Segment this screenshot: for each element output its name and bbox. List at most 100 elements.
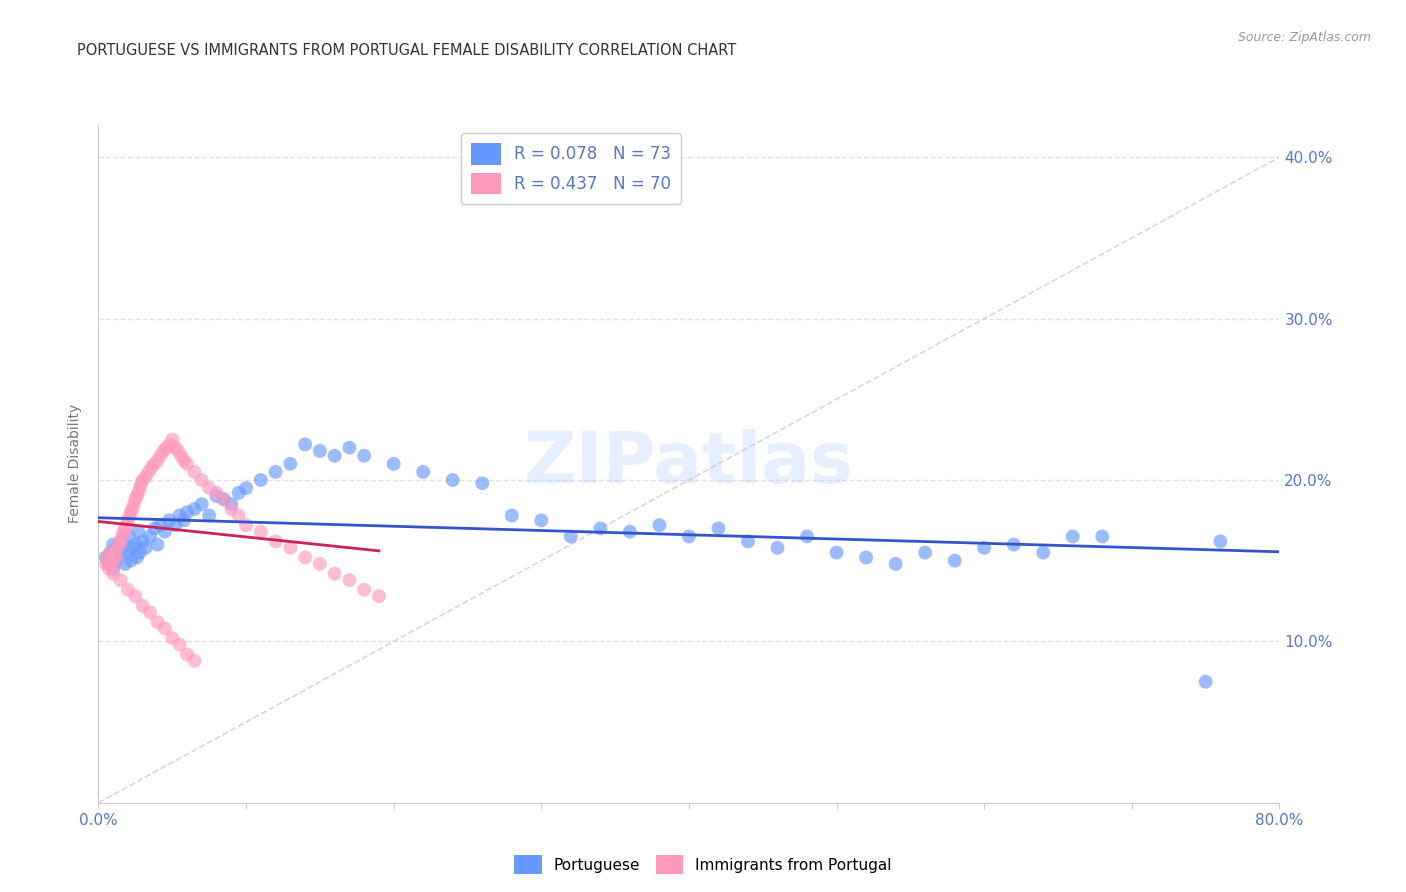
- Point: [146, 537, 169, 551]
- Point: [501, 508, 523, 523]
- Point: [228, 508, 250, 523]
- Point: [127, 486, 149, 500]
- Point: [766, 541, 789, 555]
- Legend: R = 0.078   N = 73, R = 0.437   N = 70: R = 0.078 N = 73, R = 0.437 N = 70: [461, 133, 682, 204]
- Point: [219, 502, 242, 516]
- Point: [219, 497, 242, 511]
- Point: [264, 534, 287, 549]
- Point: [471, 476, 494, 491]
- Point: [155, 441, 177, 455]
- Point: [294, 550, 316, 565]
- Point: [162, 631, 183, 645]
- Point: [125, 550, 148, 565]
- Point: [118, 529, 141, 543]
- Point: [169, 638, 191, 652]
- Point: [162, 433, 183, 447]
- Point: [128, 546, 150, 560]
- Point: [589, 521, 612, 535]
- Text: ZIPatlas: ZIPatlas: [524, 429, 853, 499]
- Point: [339, 573, 360, 587]
- Point: [170, 449, 193, 463]
- Point: [129, 476, 152, 491]
- Point: [1062, 529, 1084, 543]
- Point: [737, 534, 759, 549]
- Point: [122, 497, 145, 511]
- Point: [560, 529, 582, 543]
- Point: [110, 546, 132, 560]
- Point: [678, 529, 700, 543]
- Point: [149, 518, 172, 533]
- Point: [135, 541, 157, 555]
- Point: [353, 449, 375, 463]
- Point: [103, 566, 125, 581]
- Point: [183, 465, 205, 479]
- Point: [115, 518, 138, 533]
- Point: [382, 457, 405, 471]
- Point: [169, 508, 191, 523]
- Point: [1091, 529, 1114, 543]
- Point: [619, 524, 641, 539]
- Point: [152, 444, 174, 458]
- Point: [157, 513, 180, 527]
- Point: [914, 546, 936, 560]
- Point: [353, 582, 375, 597]
- Point: [139, 605, 162, 619]
- Point: [117, 582, 139, 597]
- Point: [117, 513, 139, 527]
- Point: [176, 505, 198, 519]
- Text: PORTUGUESE VS IMMIGRANTS FROM PORTUGAL FEMALE DISABILITY CORRELATION CHART: PORTUGUESE VS IMMIGRANTS FROM PORTUGAL F…: [77, 43, 737, 58]
- Point: [94, 557, 117, 571]
- Point: [139, 529, 162, 543]
- Y-axis label: Female Disability: Female Disability: [69, 404, 83, 524]
- Point: [149, 449, 172, 463]
- Point: [205, 486, 228, 500]
- Point: [128, 481, 150, 495]
- Point: [264, 465, 287, 479]
- Point: [110, 534, 132, 549]
- Point: [97, 562, 120, 576]
- Point: [278, 457, 302, 471]
- Point: [165, 518, 187, 533]
- Point: [183, 502, 205, 516]
- Point: [825, 546, 848, 560]
- Point: [132, 473, 155, 487]
- Point: [973, 541, 995, 555]
- Point: [111, 534, 134, 549]
- Point: [124, 492, 146, 507]
- Point: [127, 524, 149, 539]
- Point: [796, 529, 818, 543]
- Point: [135, 469, 157, 483]
- Point: [441, 473, 464, 487]
- Point: [183, 654, 205, 668]
- Point: [143, 521, 166, 535]
- Point: [530, 513, 553, 527]
- Point: [107, 541, 129, 555]
- Point: [121, 541, 143, 555]
- Point: [138, 465, 160, 479]
- Point: [153, 524, 176, 539]
- Point: [114, 557, 136, 571]
- Point: [339, 441, 360, 455]
- Point: [100, 554, 122, 568]
- Point: [176, 457, 198, 471]
- Point: [118, 508, 141, 523]
- Point: [103, 562, 125, 576]
- Point: [111, 529, 134, 543]
- Point: [855, 550, 877, 565]
- Point: [173, 453, 195, 467]
- Point: [104, 546, 127, 560]
- Point: [309, 557, 332, 571]
- Point: [105, 550, 128, 565]
- Text: Source: ZipAtlas.com: Source: ZipAtlas.com: [1237, 31, 1371, 45]
- Point: [132, 534, 155, 549]
- Point: [943, 554, 966, 568]
- Point: [235, 518, 257, 533]
- Point: [205, 489, 228, 503]
- Point: [294, 437, 316, 451]
- Point: [412, 465, 434, 479]
- Point: [323, 449, 346, 463]
- Point: [112, 524, 135, 539]
- Point: [884, 557, 907, 571]
- Point: [173, 513, 195, 527]
- Point: [1209, 534, 1232, 549]
